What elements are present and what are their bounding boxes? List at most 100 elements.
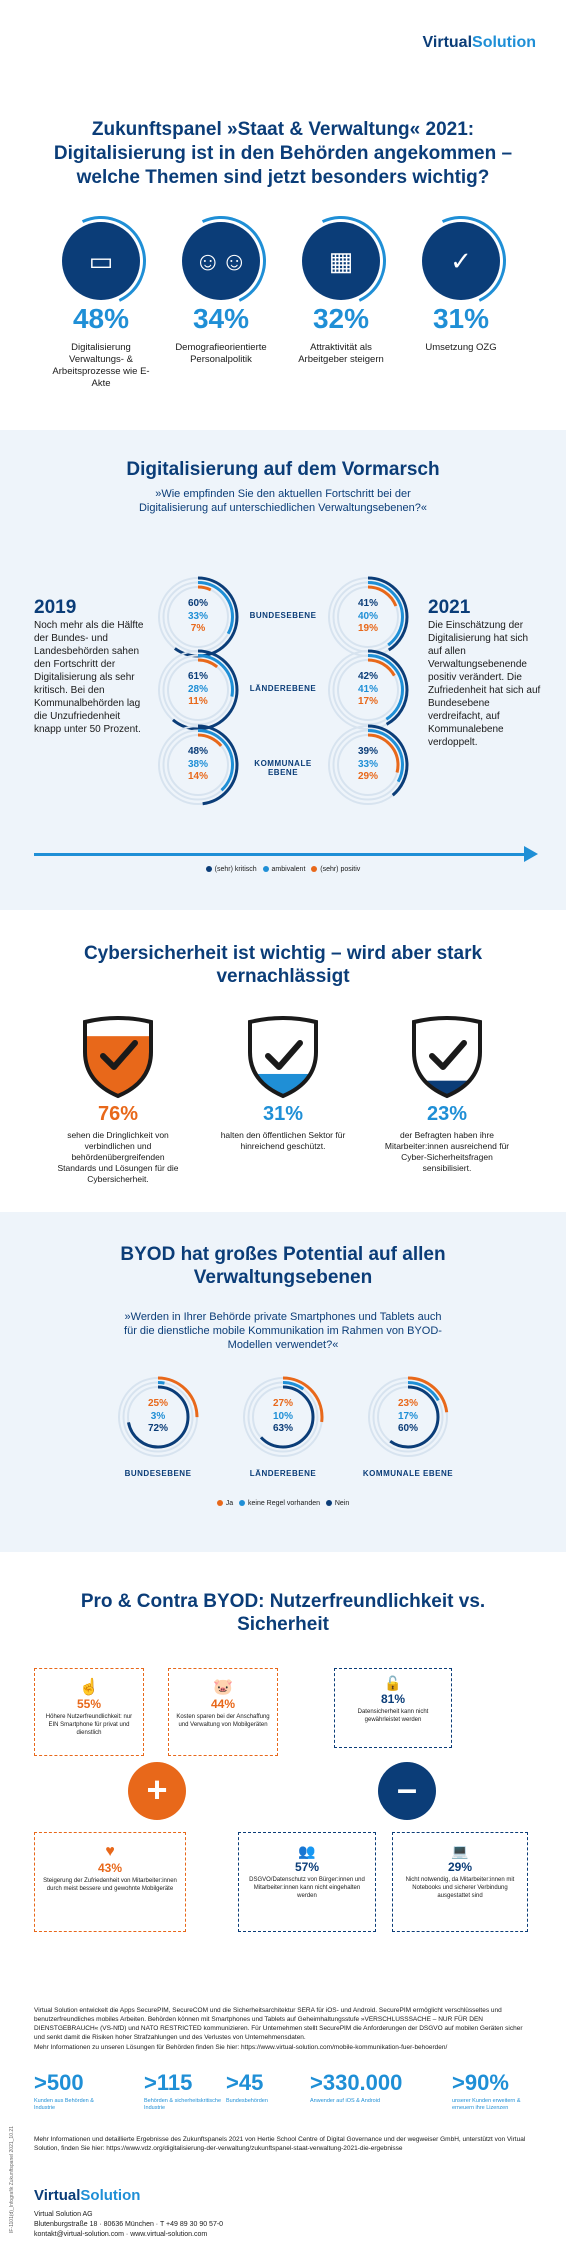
legend-dot-ambivalent bbox=[262, 866, 269, 873]
shield-check-icon: ✓ bbox=[422, 222, 500, 300]
donut-value-label: 27% bbox=[272, 1398, 293, 1409]
byod-level-label: LÄNDEREBENE bbox=[249, 1469, 317, 1478]
donut-arc bbox=[327, 576, 409, 658]
donut-value-label: 14% bbox=[187, 771, 208, 782]
shield-check-icon bbox=[83, 1016, 153, 1099]
unlocked-icon: 🔓 bbox=[384, 1675, 402, 1691]
progress-section bbox=[0, 430, 566, 910]
donut-value-label: 63% bbox=[272, 1423, 293, 1434]
icon-glyph: ☺☺ bbox=[194, 246, 248, 276]
donut-arc bbox=[332, 654, 404, 726]
donut-labels: 23% 17% 60% bbox=[388, 1398, 428, 1436]
donut-arc bbox=[126, 1385, 190, 1449]
timeline-arrow-line bbox=[34, 853, 526, 856]
donut-arc bbox=[372, 1381, 444, 1453]
piggy-bank-icon: 🐷 bbox=[213, 1679, 233, 1696]
progress-question: »Wie empfinden Sie den aktuellen Fortsch… bbox=[138, 488, 428, 514]
icon-ring bbox=[403, 203, 519, 319]
page-title: Zukunftspanel »Staat & Verwaltung« 2021:… bbox=[53, 119, 513, 188]
topic-percent: 31% bbox=[432, 303, 490, 334]
contact-link[interactable]: kontakt@virtual-solution.com · www.virtu… bbox=[34, 2231, 208, 2238]
donut-arc bbox=[242, 1376, 324, 1458]
donut-labels: 25% 3% 72% bbox=[138, 1398, 178, 1436]
stat-label: Anwender auf iOS & Android bbox=[310, 2098, 381, 2104]
year-2021: 2021 bbox=[428, 597, 471, 618]
stat-number: >115 bbox=[144, 2070, 193, 2095]
donut-arc bbox=[247, 1381, 319, 1453]
donut-value-label: 23% bbox=[397, 1398, 418, 1409]
legend-dot-nein bbox=[325, 1500, 332, 1507]
topic-label: Digitalisierung Verwaltungs- & Arbeitspr… bbox=[52, 342, 150, 389]
stat-label: Kunden aus Behörden & Industrie bbox=[34, 2098, 94, 2111]
topic-label: Umsetzung OZG bbox=[425, 342, 497, 353]
donut-arc bbox=[336, 585, 400, 649]
stat-number: >45 bbox=[226, 2070, 264, 2095]
byod-level-label: BUNDESEBENE bbox=[124, 1469, 192, 1478]
progress-legend: (sehr) kritisch ambivalent (sehr) positi… bbox=[0, 866, 566, 873]
donut-labels: 42% 41% 17% bbox=[348, 671, 388, 709]
topic-percent: 34% bbox=[192, 303, 250, 334]
donut-arc bbox=[117, 1376, 199, 1458]
donut-arc bbox=[162, 581, 234, 653]
donut-labels: 39% 33% 29% bbox=[348, 746, 388, 784]
donut-value-label: 28% bbox=[187, 683, 208, 695]
cyber-percent: 76% bbox=[97, 1103, 139, 1125]
donut-2019-2 bbox=[157, 724, 239, 806]
cyber-percent: 23% bbox=[426, 1103, 468, 1125]
donut-value-label: 19% bbox=[357, 623, 378, 634]
topic-label: Demografieorientierte Personalpolitik bbox=[175, 342, 267, 365]
donut-byod-0 bbox=[117, 1376, 199, 1458]
checkmark bbox=[265, 1040, 303, 1070]
year-2019: 2019 bbox=[34, 597, 77, 618]
donut-value-label: 60% bbox=[397, 1423, 418, 1434]
donut-arc bbox=[367, 1376, 449, 1458]
shield-fill bbox=[85, 1036, 151, 1096]
donut-arc bbox=[166, 585, 230, 649]
topic-label: Attraktivität als Arbeitgeber steigern bbox=[298, 342, 384, 365]
footer-logo: VirtualSolution bbox=[34, 2187, 141, 2204]
cyber-text: der Befragten haben ihre Mitarbeiter:inn… bbox=[384, 1130, 510, 1173]
contra-box-1: 🔓 81% Datensicherheit kann nicht gewährl… bbox=[334, 1668, 452, 1748]
donut-byod-2 bbox=[367, 1376, 449, 1458]
donut-value-label: 39% bbox=[357, 746, 378, 757]
cyber-text: halten den öffentlichen Sektor für hinre… bbox=[220, 1130, 346, 1151]
donut-value-label: 17% bbox=[357, 696, 378, 707]
byod-legend: Ja keine Regel vorhanden Nein bbox=[0, 1500, 566, 1507]
donut-arc bbox=[332, 581, 404, 653]
shield-outline bbox=[248, 1016, 318, 1099]
topic-percent: 48% bbox=[72, 303, 130, 334]
donut-value-label: 11% bbox=[188, 696, 208, 707]
donut-value-label: 29% bbox=[357, 771, 378, 782]
donut-byod-1 bbox=[242, 1376, 324, 1458]
footer-address: Virtual Solution AG Blutenburgstraße 18 … bbox=[34, 2211, 224, 2238]
level-label: KOMMUNALE EBENE bbox=[254, 759, 312, 777]
donut-value-label: 72% bbox=[147, 1423, 168, 1434]
pro-box-1: ☝ 55% Höhere Nutzerfreundlichkeit: nur E… bbox=[34, 1668, 144, 1756]
donut-value-label: 7% bbox=[190, 623, 206, 634]
donut-2021-0 bbox=[327, 576, 409, 658]
monitor-icon: ▭ bbox=[62, 222, 140, 300]
donut-labels: 61% 28% 11% bbox=[178, 671, 218, 709]
cyber-text: sehen die Dringlichkeit von verbindliche… bbox=[57, 1130, 179, 1184]
stat-number: >330.000 bbox=[310, 2070, 403, 2095]
donut-arc bbox=[327, 649, 409, 731]
icon-glyph: ✓ bbox=[450, 246, 472, 276]
more-info-link[interactable]: Mehr Informationen zu unseren Lösungen f… bbox=[34, 2044, 448, 2051]
donut-arc bbox=[376, 1385, 440, 1449]
text-2019: Noch mehr als die Hälfte der Bundes- und… bbox=[34, 620, 144, 735]
side-reference: IF-1101(d)_Infografik Zukunftspanel 2021… bbox=[9, 2126, 15, 2233]
donut-arc bbox=[251, 1385, 315, 1449]
laptop-icon: 💻 bbox=[451, 1843, 469, 1859]
donut-arc bbox=[327, 724, 409, 806]
donut-value-label: 42% bbox=[357, 671, 378, 682]
donut-value-label: 60% bbox=[187, 598, 208, 609]
icon-glyph: ▭ bbox=[88, 246, 114, 276]
building-icon: ▦ bbox=[302, 222, 380, 300]
donut-labels: 41% 40% 19% bbox=[348, 598, 388, 636]
donut-arc bbox=[166, 733, 230, 797]
timeline-arrow-head-icon bbox=[524, 846, 538, 862]
people-icon: ☺☺ bbox=[182, 222, 260, 300]
legend-dot-positive bbox=[311, 866, 318, 873]
donut-value-label: 33% bbox=[357, 758, 378, 770]
progress-title: Digitalisierung auf dem Vormarsch bbox=[126, 459, 440, 480]
